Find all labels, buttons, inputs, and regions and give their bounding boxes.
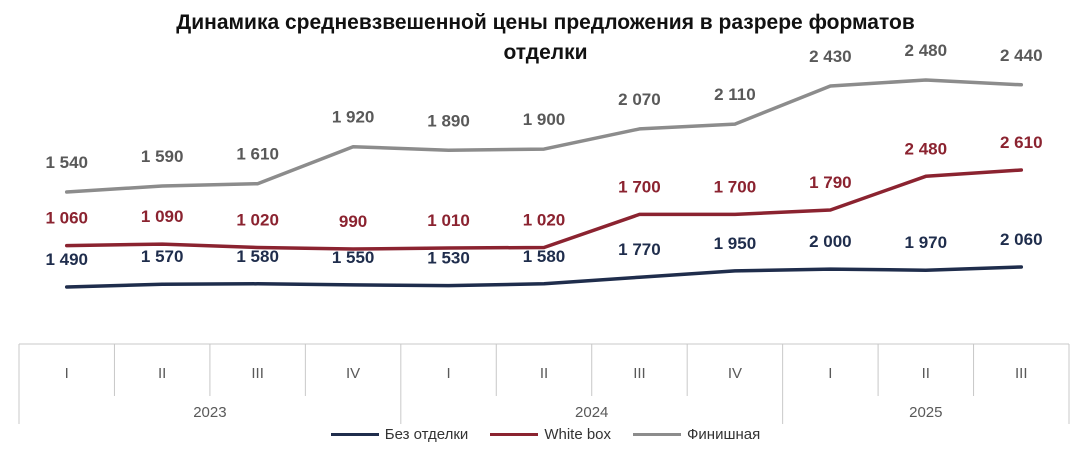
data-label: 1 580 xyxy=(523,247,566,266)
x-tick-label: I xyxy=(65,365,69,382)
legend-swatch-bez-otdelki xyxy=(330,433,379,436)
x-tick-label: II xyxy=(922,365,930,382)
data-label: 2 060 xyxy=(1000,230,1043,249)
legend-swatch-white-box xyxy=(490,433,539,436)
data-label: 990 xyxy=(339,212,367,231)
data-label: 1 950 xyxy=(714,234,757,253)
x-tick-label: III xyxy=(1015,365,1028,382)
year-label: 2024 xyxy=(575,404,608,421)
data-label: 2 480 xyxy=(905,139,948,158)
x-tick-label: IV xyxy=(728,365,742,382)
data-label: 2 480 xyxy=(905,41,948,60)
data-label: 1 970 xyxy=(905,233,948,252)
chart-title-line-1: Динамика средневзвешенной цены предложен… xyxy=(176,11,915,34)
x-tick-label: IV xyxy=(346,365,360,382)
data-label: 1 700 xyxy=(714,177,757,196)
year-label: 2023 xyxy=(193,404,226,421)
data-label: 1 920 xyxy=(332,108,375,127)
chart-title-line-2: отделки xyxy=(503,41,588,64)
data-label: 1 010 xyxy=(427,211,470,230)
x-tick-label: III xyxy=(251,365,264,382)
legend-swatch-finishnaya xyxy=(633,433,682,436)
chart-legend: Без отделки White box Финишная xyxy=(0,426,1091,443)
data-label: 2 000 xyxy=(809,232,852,251)
data-label: 1 020 xyxy=(236,211,279,230)
data-label: 1 610 xyxy=(236,145,279,164)
data-label: 1 490 xyxy=(45,250,88,269)
legend-label-finishnaya: Финишная xyxy=(687,426,761,443)
data-label: 1 060 xyxy=(45,209,88,228)
series-line-2 xyxy=(64,78,1024,194)
legend-label-white-box: White box xyxy=(544,426,612,443)
data-label: 1 700 xyxy=(618,177,661,196)
data-label: 1 020 xyxy=(523,211,566,230)
data-label: 1 890 xyxy=(427,111,470,130)
data-label: 2 440 xyxy=(1000,46,1043,65)
data-label: 1 590 xyxy=(141,147,184,166)
data-label: 1 580 xyxy=(236,247,279,266)
data-label: 1 540 xyxy=(45,153,88,172)
data-label: 1 570 xyxy=(141,247,184,266)
legend-item-bez-otdelki: Без отделки xyxy=(330,426,469,443)
legend-item-finishnaya: Финишная xyxy=(633,426,760,443)
data-label: 1 900 xyxy=(523,110,566,129)
data-label: 1 090 xyxy=(141,207,184,226)
data-label: 2 110 xyxy=(714,85,756,104)
series-line-0 xyxy=(64,265,1024,289)
data-label: 1 550 xyxy=(332,248,375,267)
data-label: 1 530 xyxy=(427,249,470,268)
x-tick-label: II xyxy=(540,365,548,382)
data-label: 1 790 xyxy=(809,173,852,192)
year-label: 2025 xyxy=(909,404,942,421)
series-line-1 xyxy=(64,168,1024,251)
x-tick-label: II xyxy=(158,365,166,382)
legend-label-bez-otdelki: Без отделки xyxy=(384,426,469,443)
data-label: 1 770 xyxy=(618,240,661,259)
data-label: 2 070 xyxy=(618,90,661,109)
legend-item-white-box: White box xyxy=(490,426,611,443)
data-label: 2 430 xyxy=(809,47,852,66)
x-tick-label: III xyxy=(633,365,646,382)
chart-title: Динамика средневзвешенной цены предложен… xyxy=(0,8,1091,68)
x-tick-label: I xyxy=(446,365,450,382)
x-tick-label: I xyxy=(828,365,832,382)
data-label: 2 610 xyxy=(1000,133,1043,152)
